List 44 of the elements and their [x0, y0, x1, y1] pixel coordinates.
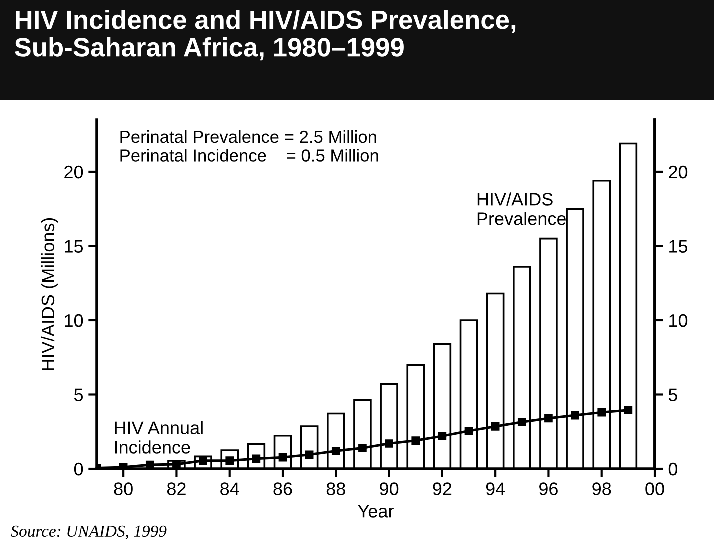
x-tick-label: 88 [326, 482, 346, 496]
chart-title: HIV Incidence and HIV/AIDS Prevalence, Sub-Saharan Africa, 1980–1999 [15, 10, 516, 61]
x-tick-label: 80 [114, 482, 133, 496]
source-note: Source: UNAIDS, 1999 [10, 526, 167, 540]
y2-tick-label: 20 [669, 166, 688, 179]
y-tick-label: 5 [74, 388, 84, 402]
y2-tick-label: 5 [668, 388, 678, 402]
point [278, 453, 288, 462]
y-axis-title: HIV/AIDS (Millions) [41, 218, 58, 370]
x-tick-label: 92 [433, 482, 452, 496]
y-tick-label: 10 [65, 314, 84, 328]
point [624, 406, 633, 415]
point [358, 444, 367, 452]
y2-tick-label: 15 [670, 240, 688, 253]
x-tick-label: 82 [167, 482, 186, 496]
point [464, 426, 474, 436]
point [571, 411, 580, 420]
x-tick-label: 96 [540, 482, 558, 496]
point [518, 418, 526, 426]
x-axis-title: Year [358, 505, 394, 518]
x-tick-label: 00 [646, 482, 664, 496]
annotation: Perinatal Prevalence = 2.5 Million Perinatal Incidence = 0.5 Million [120, 130, 378, 162]
x-tick-label: 86 [274, 482, 292, 496]
point [598, 408, 606, 417]
x-tick-label: 84 [220, 482, 240, 496]
x-tick-label: 94 [486, 482, 506, 496]
x-tick-label: 98 [592, 482, 612, 496]
y-tick-label: 0 [74, 462, 84, 476]
point [146, 460, 154, 469]
y-tick-label: 20 [64, 166, 84, 179]
point [305, 450, 314, 460]
x-tick-label: 90 [380, 482, 399, 496]
y2-tick-label: 10 [670, 314, 688, 328]
y-tick-label: 15 [65, 240, 84, 253]
point [544, 414, 553, 423]
point [385, 440, 394, 448]
series-label: HIV/AIDS Prevalence [478, 192, 566, 226]
point [412, 436, 420, 445]
point [332, 447, 340, 456]
y2-tick-label: 0 [668, 462, 678, 476]
point [438, 432, 447, 440]
series-label: HIV Annual Incidence [115, 421, 203, 454]
point [172, 460, 181, 469]
point [491, 422, 500, 431]
